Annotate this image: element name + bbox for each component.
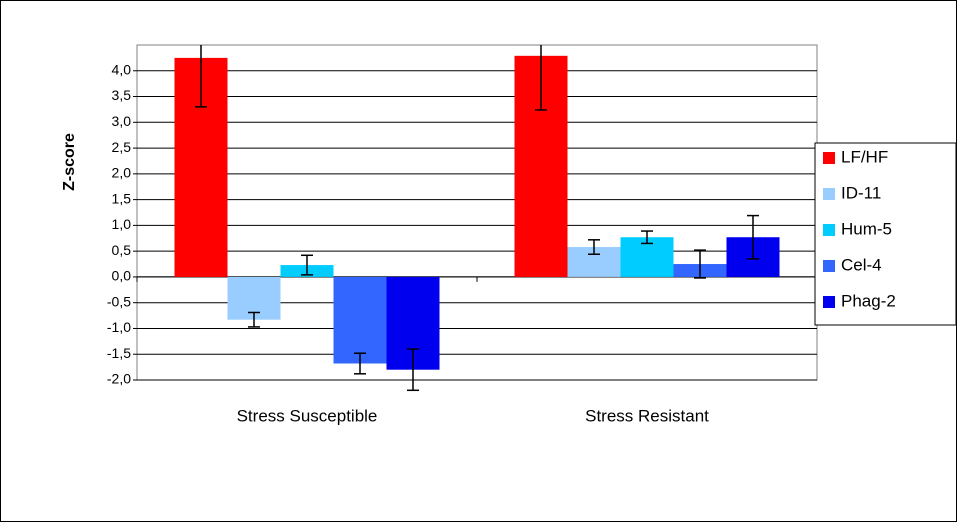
legend-swatch bbox=[823, 296, 835, 308]
y-tick-label: -0,5 bbox=[107, 293, 131, 309]
error-bar bbox=[588, 239, 600, 255]
legend-swatch bbox=[823, 152, 835, 164]
error-bar bbox=[641, 230, 653, 245]
x-tick-label: Stress Susceptible bbox=[237, 406, 378, 425]
x-tick-label: Stress Resistant bbox=[585, 406, 709, 425]
error-bar bbox=[694, 249, 706, 279]
legend bbox=[814, 142, 957, 326]
y-tick-label: -1,0 bbox=[107, 319, 131, 335]
legend-label: Cel-4 bbox=[841, 255, 882, 274]
bar bbox=[333, 276, 387, 364]
error-bar bbox=[747, 214, 759, 260]
error-bar bbox=[354, 352, 366, 375]
error-bar bbox=[407, 348, 419, 392]
y-tick-label: 2,5 bbox=[112, 139, 132, 155]
y-tick-label: 0,5 bbox=[112, 242, 132, 258]
y-tick-label: 0,0 bbox=[112, 268, 132, 284]
legend-label: LF/HF bbox=[841, 147, 888, 166]
y-tick-label: -1,5 bbox=[107, 345, 131, 361]
legend-swatch bbox=[823, 188, 835, 200]
error-bar bbox=[535, 45, 547, 111]
y-tick-label: 3,5 bbox=[112, 87, 132, 103]
legend-label: Phag-2 bbox=[841, 291, 896, 310]
y-tick-label: 2,0 bbox=[112, 165, 132, 181]
error-bar bbox=[301, 254, 313, 276]
y-tick-label: 3,0 bbox=[112, 113, 132, 129]
legend-swatch bbox=[823, 224, 835, 236]
y-tick-label: 1,0 bbox=[112, 216, 132, 232]
y-tick-label: -2,0 bbox=[107, 371, 131, 387]
legend-swatch bbox=[823, 260, 835, 272]
error-bar bbox=[248, 311, 260, 328]
error-bar bbox=[195, 45, 207, 108]
legend-label: ID-11 bbox=[841, 183, 881, 202]
y-tick-label: 1,5 bbox=[112, 190, 132, 206]
y-axis-label: Z-score bbox=[61, 133, 78, 191]
y-tick-label: 4,0 bbox=[112, 61, 132, 77]
legend-label: Hum-5 bbox=[841, 219, 892, 238]
